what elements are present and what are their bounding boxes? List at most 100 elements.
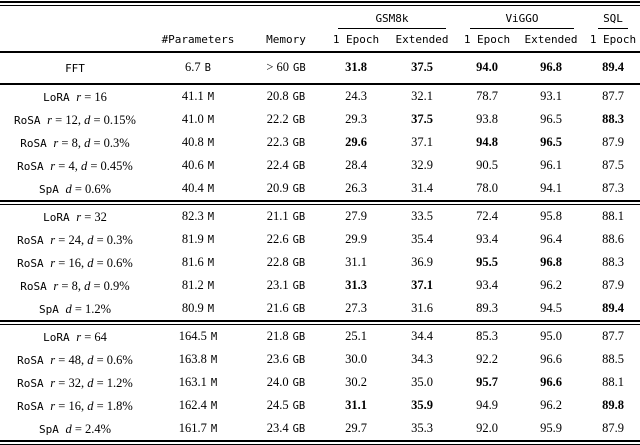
table-row: SpA d = 2.4% 161.7 M 23.4 GB 29.7 35.3 92.0 95.9… [0,417,640,440]
value-text: 6.7 [185,60,201,74]
score-cell: 95.5 [476,255,498,269]
method-math: = 16, [55,398,88,413]
column-group-viggo: ViGGO [458,6,586,29]
score-cell: 93.4 [476,232,498,246]
col-header-gsm8k-1epoch: 1 Epoch [326,29,386,53]
score-cell: 31.1 [345,255,367,269]
method-name: LoRA [43,90,77,104]
method-cell: SpA d = 2.4% [0,417,150,440]
unit-text: M [207,211,215,223]
method-math: r [53,135,59,150]
method-math: = 16, [55,255,88,270]
score-cell: 87.7 [602,89,624,103]
col-header-viggo-1epoch: 1 Epoch [458,29,516,53]
value-text: 41.0 [181,112,204,126]
score-cell: 78.7 [476,89,498,103]
score-cell: 29.7 [345,421,367,435]
method-name: RoSA [20,136,54,150]
score-cell: 35.0 [411,375,433,389]
double-rule [0,200,640,205]
value-text: 40.4 [181,181,204,195]
method-cell: SpA d = 0.6% [0,177,150,200]
parameters-cell: 162.4 M [150,394,246,417]
memory-cell: 23.1 GB [246,274,326,297]
parameters-cell: 80.9 M [150,297,246,320]
parameters-cell: 163.8 M [150,348,246,371]
double-rule [0,440,640,445]
method-math: d [84,278,91,293]
score-cell: 35.3 [411,421,433,435]
unit-text: M [207,114,215,126]
value-text: 22.3 [266,135,289,149]
method-name: SpA [38,422,66,436]
score-cell: 87.9 [602,135,624,149]
method-math: = 12, [52,112,85,127]
value-text: 162.4 [178,398,207,412]
method-name: FFT [65,61,85,75]
value-text: 23.6 [266,352,289,366]
score-cell: 27.3 [345,301,367,315]
method-math: r [76,209,82,224]
method-math: = 0.3% [90,135,130,150]
score-cell: 93.4 [476,278,498,292]
score-cell: 27.9 [345,209,367,223]
top-rule-row [0,1,640,6]
score-cell: 37.1 [411,135,433,149]
score-cell: 31.4 [411,181,433,195]
score-cell: 89.4 [602,301,624,315]
column-header-row: #Parameters Memory 1 Epoch Extended 1 Ep… [0,29,640,53]
score-cell: 34.4 [411,329,433,343]
memory-cell: 24.5 GB [246,394,326,417]
col-header-parameters: #Parameters [150,29,246,53]
fft-row: FFT 6.7 B > 60 GB 31.8 37.5 94.0 96.8 89.4 [0,52,640,85]
score-cell: 72.4 [476,209,498,223]
memory-cell: 21.6 GB [246,297,326,320]
value-text: 20.8 [266,89,289,103]
bottom-rule-row [0,440,640,445]
method-cell: RoSA r = 12, d = 0.15% [0,108,150,131]
block-separator [0,200,640,205]
value-text: 22.6 [266,232,289,246]
method-cell: RoSA r = 8, d = 0.3% [0,131,150,154]
top-rule [0,1,640,6]
unit-text: M [207,91,215,103]
value-text: 22.8 [266,255,289,269]
method-name: RoSA [17,233,51,247]
value-text: 24.5 [266,398,289,412]
method-cell: FFT [0,52,150,85]
value-text: 81.6 [181,255,204,269]
method-math: = 24, [55,232,88,247]
separator-cell [0,440,640,445]
parameters-cell: 161.7 M [150,417,246,440]
score-cell: 88.5 [602,352,624,366]
table-row: RoSA r = 12, d = 0.15% 41.0 M 22.2 GB 29.3 37.… [0,108,640,131]
table-row: RoSA r = 32, d = 1.2% 163.1 M 24.0 GB 30.2 35.… [0,371,640,394]
method-name: RoSA [14,113,48,127]
unit-text: M [207,160,215,172]
method-cell: LoRA r = 64 [0,325,150,348]
group-header-row: GSM8k ViGGO SQL [0,6,640,29]
viggo-cmidrule: ViGGO [470,10,574,29]
score-cell: 31.6 [411,301,433,315]
method-math: = 0.45% [87,158,133,173]
method-math: r [50,255,56,270]
score-cell: 30.0 [345,352,367,366]
table-row: SpA d = 0.6% 40.4 M 20.9 GB 26.3 31.4 78.0 94.1 8… [0,177,640,200]
table-row: RoSA r = 24, d = 0.3% 81.9 M 22.6 GB 29.9 35.4… [0,228,640,251]
score-cell: 29.6 [345,135,367,149]
score-cell: 31.1 [345,398,367,412]
unit-text: GB [292,160,306,172]
method-name: RoSA [17,256,51,270]
score-cell: 96.2 [540,278,562,292]
group-label: ViGGO [505,12,539,25]
score-cell: 34.3 [411,352,433,366]
value-text: 163.8 [178,352,207,366]
method-cell: RoSA r = 16, d = 1.8% [0,394,150,417]
score-cell: 31.8 [326,52,386,85]
method-cell: RoSA r = 4, d = 0.45% [0,154,150,177]
value-text: 20.9 [266,181,289,195]
score-cell: 28.4 [345,158,367,172]
memory-cell: 20.9 GB [246,177,326,200]
method-math: r [76,89,82,104]
score-cell: 88.3 [602,255,624,269]
